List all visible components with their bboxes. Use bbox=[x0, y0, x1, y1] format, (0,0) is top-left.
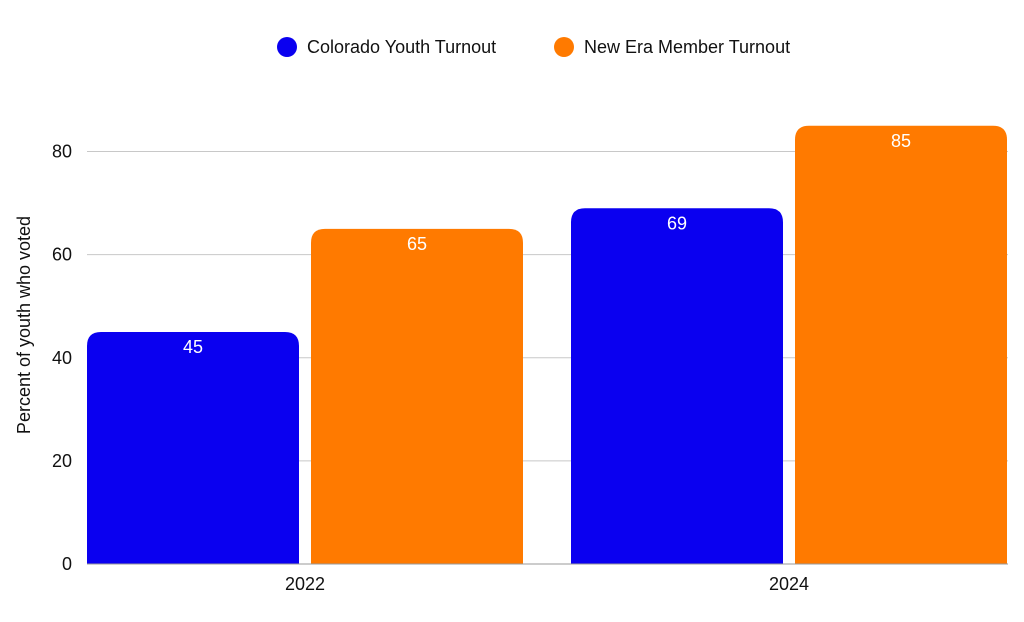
y-tick-label: 40 bbox=[52, 348, 72, 368]
bar-colorado-youth-turnout-2022 bbox=[87, 332, 299, 564]
x-category-label: 2022 bbox=[285, 574, 325, 594]
x-axis-categories: 2022 2024 bbox=[285, 574, 809, 594]
y-tick-label: 0 bbox=[62, 554, 72, 574]
legend-swatch bbox=[277, 37, 297, 57]
bar-data-label: 65 bbox=[407, 234, 427, 254]
legend-item: Colorado Youth Turnout bbox=[277, 37, 496, 57]
legend-swatch bbox=[554, 37, 574, 57]
legend-label: Colorado Youth Turnout bbox=[307, 37, 496, 57]
legend-label: New Era Member Turnout bbox=[584, 37, 790, 57]
bars: 45 65 69 85 bbox=[87, 125, 1007, 565]
legend: Colorado Youth Turnout New Era Member Tur… bbox=[277, 37, 790, 57]
bar-colorado-youth-turnout-2024 bbox=[571, 208, 783, 564]
bar-data-label: 45 bbox=[183, 337, 203, 357]
bar-data-label: 85 bbox=[891, 131, 911, 151]
y-tick-label: 20 bbox=[52, 451, 72, 471]
bar-new-era-member-turnout-2024 bbox=[795, 125, 1007, 565]
bar-data-label: 69 bbox=[667, 213, 687, 233]
legend-item: New Era Member Turnout bbox=[554, 37, 790, 57]
x-category-label: 2024 bbox=[769, 574, 809, 594]
y-axis-ticks: 0 20 40 60 80 bbox=[52, 142, 72, 574]
y-tick-label: 80 bbox=[52, 142, 72, 162]
y-tick-label: 60 bbox=[52, 245, 72, 265]
bar-new-era-member-turnout-2022 bbox=[311, 228, 523, 564]
y-axis-label: Percent of youth who voted bbox=[14, 216, 34, 434]
